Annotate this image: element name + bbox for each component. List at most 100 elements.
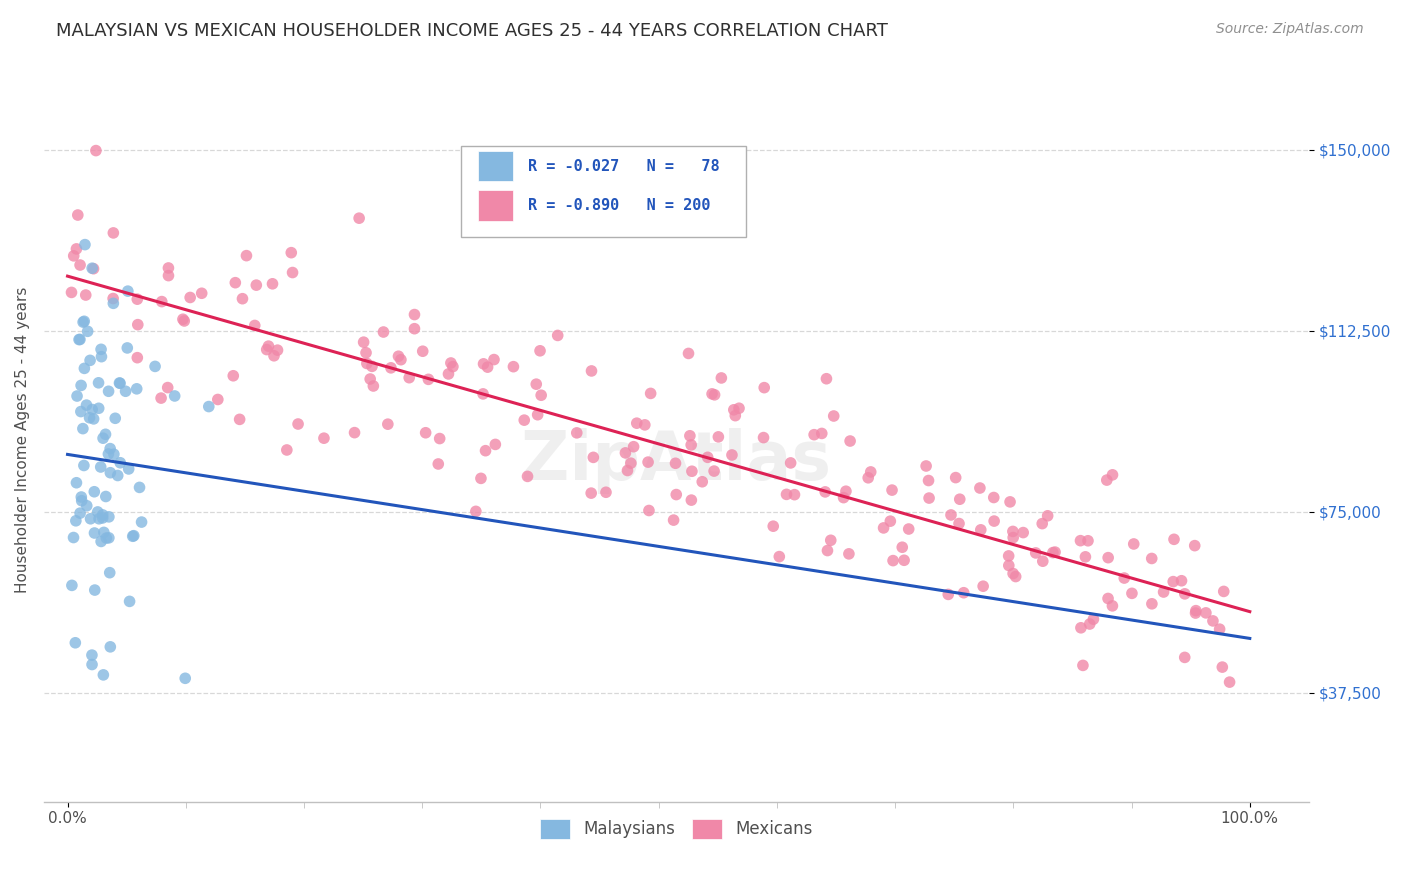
Point (93, 668, 115, 682)
Point (128, 480, 150, 494)
Point (882, 553, 904, 567)
Text: Source: ZipAtlas.com: Source: ZipAtlas.com (1216, 22, 1364, 37)
Point (398, 370, 420, 384)
Point (65, 514, 87, 528)
Point (87, 512, 110, 526)
Point (1211, 660, 1233, 674)
Point (103, 296, 125, 310)
Point (69, 506, 91, 520)
Point (377, 417, 399, 432)
Point (83, 583, 105, 598)
Text: MALAYSIAN VS MEXICAN HOUSEHOLDER INCOME AGES 25 - 44 YEARS CORRELATION CHART: MALAYSIAN VS MEXICAN HOUSEHOLDER INCOME … (56, 22, 889, 40)
Point (616, 463, 638, 477)
Point (110, 456, 132, 470)
Point (415, 425, 437, 440)
Point (679, 429, 702, 443)
Point (224, 276, 246, 290)
Point (117, 284, 139, 298)
Point (983, 514, 1005, 528)
Point (389, 352, 412, 367)
Point (1078, 617, 1101, 632)
Point (117, 341, 139, 355)
Point (359, 372, 381, 386)
Point (79, 410, 101, 425)
Point (343, 425, 366, 440)
Point (404, 321, 426, 335)
Point (97, 531, 120, 545)
Point (1001, 524, 1024, 539)
Point (814, 484, 837, 499)
Point (470, 471, 492, 485)
Point (707, 430, 730, 444)
Point (60, 578, 83, 592)
Point (835, 484, 858, 499)
Point (1208, 622, 1230, 636)
Point (179, 290, 201, 304)
Point (464, 504, 486, 518)
Point (79, 353, 101, 368)
Point (150, 294, 173, 309)
Point (696, 450, 718, 465)
Point (815, 372, 838, 386)
FancyBboxPatch shape (478, 190, 513, 220)
Point (728, 401, 751, 416)
Point (280, 245, 302, 260)
Point (353, 335, 375, 350)
Point (623, 440, 645, 454)
Point (634, 417, 657, 432)
Point (127, 318, 149, 332)
Point (582, 450, 605, 465)
Point (1174, 650, 1197, 665)
Point (1170, 574, 1192, 588)
Point (880, 483, 903, 497)
Point (98, 442, 121, 456)
Point (1002, 531, 1025, 545)
Point (1004, 569, 1026, 583)
Point (82, 261, 104, 276)
Point (832, 491, 855, 505)
Point (724, 409, 747, 423)
Point (79, 512, 101, 526)
Point (681, 493, 703, 508)
Point (1025, 546, 1047, 560)
Point (516, 469, 538, 483)
Point (62, 531, 84, 545)
Point (108, 376, 131, 390)
Legend: Malaysians, Mexicans: Malaysians, Mexicans (536, 814, 818, 844)
Point (970, 523, 993, 537)
Point (118, 462, 141, 476)
Point (803, 427, 825, 442)
Point (143, 359, 166, 374)
Point (945, 470, 967, 484)
Point (775, 487, 797, 501)
Point (98, 566, 121, 580)
Point (637, 455, 659, 469)
Point (65, 475, 87, 490)
Text: R = -0.890   N = 200: R = -0.890 N = 200 (529, 198, 711, 213)
Point (681, 438, 703, 452)
Point (150, 391, 173, 405)
Point (235, 249, 257, 263)
Point (172, 312, 194, 326)
Point (90, 350, 112, 364)
Point (918, 491, 941, 505)
Point (131, 515, 153, 529)
Point (97, 447, 120, 461)
Point (530, 388, 553, 402)
Point (243, 318, 266, 333)
Point (73, 458, 96, 473)
Point (127, 292, 149, 306)
Point (127, 351, 149, 365)
Point (83, 412, 105, 426)
Point (662, 513, 685, 527)
Point (69, 258, 91, 272)
Point (257, 339, 280, 353)
Point (529, 343, 551, 358)
Point (91, 431, 114, 445)
Point (312, 431, 335, 445)
Point (1002, 566, 1025, 581)
Point (820, 533, 842, 548)
Point (1114, 571, 1136, 585)
Point (482, 352, 505, 367)
Point (1083, 612, 1105, 626)
